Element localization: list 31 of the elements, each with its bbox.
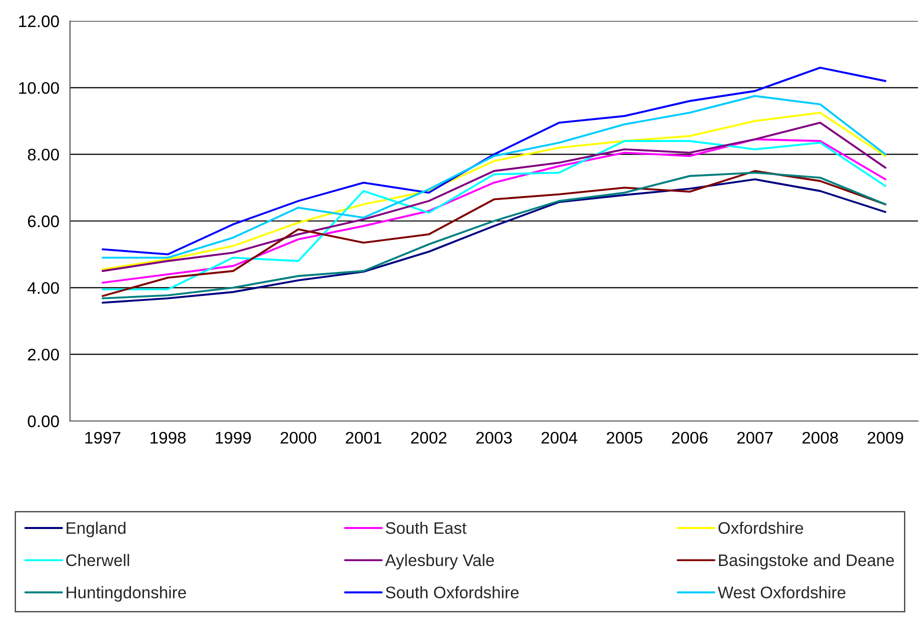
legend-label: Oxfordshire xyxy=(718,522,804,534)
legend-label: West Oxfordshire xyxy=(718,586,846,598)
y-tick-label: 8.00 xyxy=(28,148,59,161)
x-tick-label: 2004 xyxy=(542,432,578,444)
x-tick-label: 2001 xyxy=(346,432,382,444)
legend-label: Aylesbury Vale xyxy=(385,554,494,570)
line-series xyxy=(102,95,886,259)
legend-label: Huntingdonshire xyxy=(66,586,186,602)
x-tick-label: 1998 xyxy=(150,432,186,444)
legend-label: South Oxfordshire xyxy=(386,586,519,598)
y-tick-label: 2.00 xyxy=(28,348,59,361)
legend-label: England xyxy=(66,522,126,538)
y-tick-label: 6.00 xyxy=(28,215,59,228)
x-tick-label: 2005 xyxy=(606,432,642,444)
x-tick-label: 2003 xyxy=(476,432,512,444)
x-tick-label: 1999 xyxy=(216,432,251,444)
y-tick-label: 12.00 xyxy=(19,15,59,28)
x-tick-label: 2006 xyxy=(672,432,708,444)
legend-label: Cherwell xyxy=(66,554,130,566)
x-tick-label: 2000 xyxy=(280,432,316,444)
y-tick-label: 4.00 xyxy=(28,282,59,294)
x-tick-label: 2009 xyxy=(868,432,904,444)
x-tick-label: 1997 xyxy=(85,432,120,444)
x-tick-label: 2007 xyxy=(737,432,773,444)
legend-label: Basingstoke and Deane xyxy=(719,554,894,570)
legend-label: South East xyxy=(386,522,466,534)
line-series xyxy=(102,66,886,256)
x-tick-label: 2008 xyxy=(802,432,838,444)
x-tick-label: 2002 xyxy=(411,432,446,444)
y-tick-label: 10.00 xyxy=(19,82,59,94)
y-tick-label: 0.00 xyxy=(28,415,59,428)
